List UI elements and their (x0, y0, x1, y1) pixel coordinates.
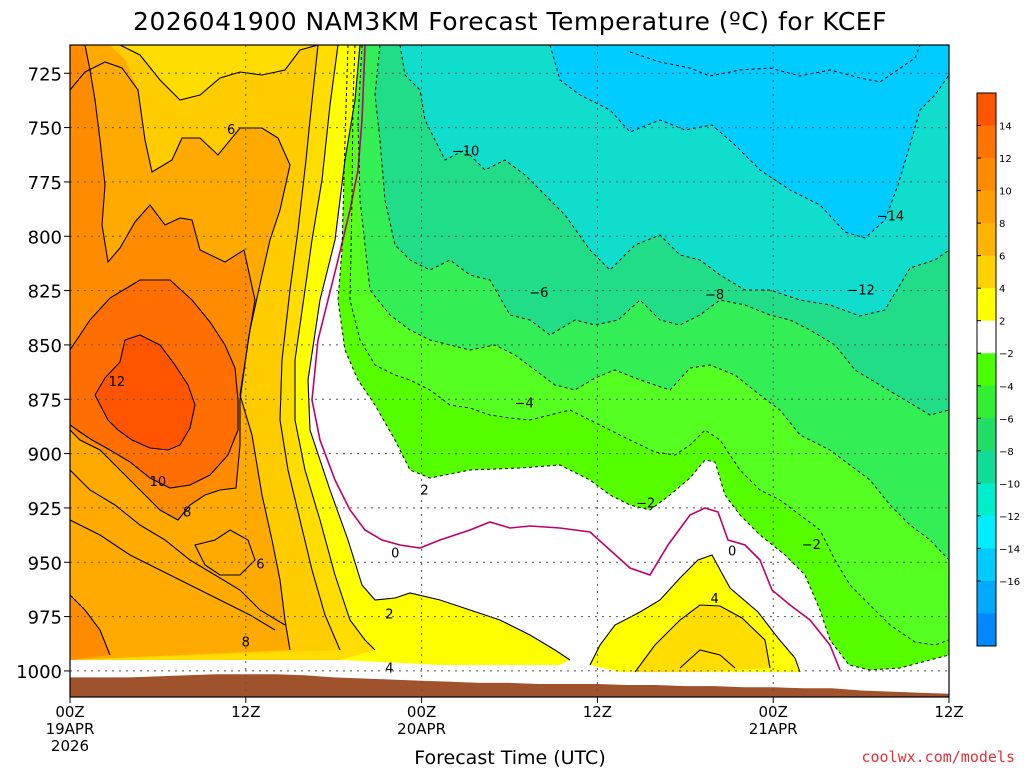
colorbar-swatch (977, 613, 996, 647)
colorbar-swatch (977, 385, 996, 419)
contour-label: 2 (385, 607, 393, 622)
contour-label: −8 (705, 288, 724, 303)
band-plus-4-warm-nose (635, 605, 770, 672)
y-tick-label: 825 (28, 282, 62, 303)
contour-label: −12 (847, 284, 874, 299)
contour-label: 10 (150, 475, 167, 490)
x-tick-label: 00Z (759, 703, 788, 721)
y-tick-label: 1000 (16, 662, 62, 683)
colorbar-label: 10 (999, 187, 1012, 198)
colorbar-label: 2 (999, 317, 1005, 328)
colorbar-label: −2 (999, 349, 1014, 360)
contour-label: 0 (728, 544, 736, 559)
colorbar-swatch (977, 93, 996, 127)
x-tick-label: 19APR (46, 720, 95, 738)
contour-label: −10 (452, 144, 479, 159)
contour-label: 4 (710, 592, 718, 607)
colorbar-swatch (977, 353, 996, 387)
contour-label: 6 (227, 123, 235, 138)
chart-title: 2026041900 NAM3KM Forecast Temperature (… (133, 7, 887, 36)
colorbar-swatch (977, 580, 996, 614)
band-minus-14 (550, 45, 949, 238)
colorbar: 14 12 10 8 6 4 2 −2 −4 −6 −8 −10 −12 −14 −16 (976, 92, 1020, 647)
colorbar-swatch (977, 190, 996, 224)
pressure-axis: 725 750 775 800 825 850 875 900 925 950 975 1000 (16, 64, 70, 683)
colorbar-label: −8 (999, 447, 1014, 458)
band-plus-14 (95, 335, 195, 450)
colorbar-label: −14 (999, 544, 1020, 555)
y-tick-label: 875 (28, 390, 62, 411)
y-tick-label: 900 (28, 445, 62, 466)
contour-label: 4 (385, 662, 393, 677)
x-tick-label: 20APR (397, 720, 446, 738)
colorbar-swatch (977, 255, 996, 289)
colorbar-swatch (977, 223, 996, 257)
x-tick-label: 00Z (407, 703, 436, 721)
band-plus-12-small-low (70, 595, 110, 660)
colorbar-swatch (977, 418, 996, 452)
colorbar-swatch (977, 125, 996, 159)
band-minus-8 (358, 45, 949, 560)
contour-label: 2 (420, 484, 428, 499)
contour-label: 6 (256, 557, 264, 572)
contour-labels: 6 12 10 8 6 8 2 4 0 2 −10 −6 −4 −8 −2 0 4 −2 −12 −14 (109, 123, 905, 677)
colorbar-swatch (977, 548, 996, 582)
colorbar-label: −6 (999, 414, 1014, 425)
y-tick-label: 975 (28, 608, 62, 629)
contour-label: 8 (183, 505, 191, 520)
band-minus-6 (350, 45, 949, 645)
colorbar-label: −4 (999, 382, 1014, 393)
colorbar-label: 6 (999, 252, 1005, 263)
freezing-line-contour (311, 45, 841, 671)
colorbar-swatch (977, 320, 996, 354)
warm-contours (70, 45, 801, 673)
y-tick-label: 950 (28, 553, 62, 574)
colorbar-label: 14 (999, 122, 1012, 133)
contour-label: 0 (391, 547, 399, 562)
colorbar-label: −12 (999, 512, 1020, 523)
colorbar-swatch (977, 515, 996, 549)
band-minus-12 (400, 45, 949, 316)
colorbar-swatch (977, 158, 996, 192)
y-tick-label: 925 (28, 499, 62, 520)
x-tick-label: 2026 (51, 737, 89, 755)
contour-label: −14 (877, 210, 904, 225)
credit-text: coolwx.com/models (861, 748, 1015, 766)
x-tick-label: 00Z (55, 703, 84, 721)
ground-surface (70, 674, 949, 697)
contour-label: −2 (802, 538, 821, 553)
colorbar-label: 12 (999, 154, 1012, 165)
x-tick-label: 21APR (749, 720, 798, 738)
contour-label: 8 (242, 636, 250, 651)
colorbar-label: 8 (999, 219, 1005, 230)
colorbar-swatch (977, 450, 996, 484)
x-tick-label: 12Z (231, 703, 260, 721)
colorbar-swatch (977, 483, 996, 517)
x-axis-label: Forecast Time (UTC) (414, 747, 605, 768)
band-minus-10 (375, 45, 949, 415)
colorbar-label: −16 (999, 577, 1020, 588)
plot-frame (69, 44, 950, 698)
x-tick-label: 12Z (934, 703, 963, 721)
contour-label: −2 (636, 497, 655, 512)
y-tick-label: 850 (28, 336, 62, 357)
colorbar-label: −10 (999, 479, 1020, 490)
contour-label: −4 (515, 397, 534, 412)
colorbar-label: 4 (999, 284, 1005, 295)
x-tick-label: 12Z (583, 703, 612, 721)
cold-contours (337, 45, 949, 671)
y-tick-label: 775 (28, 173, 62, 194)
contour-label: −6 (529, 286, 548, 301)
colorbar-frame (976, 92, 997, 647)
colorbar-swatch (977, 288, 996, 322)
contour-label: 12 (109, 375, 126, 390)
y-tick-label: 750 (28, 119, 62, 140)
y-tick-label: 725 (28, 64, 62, 85)
y-tick-label: 800 (28, 227, 62, 248)
